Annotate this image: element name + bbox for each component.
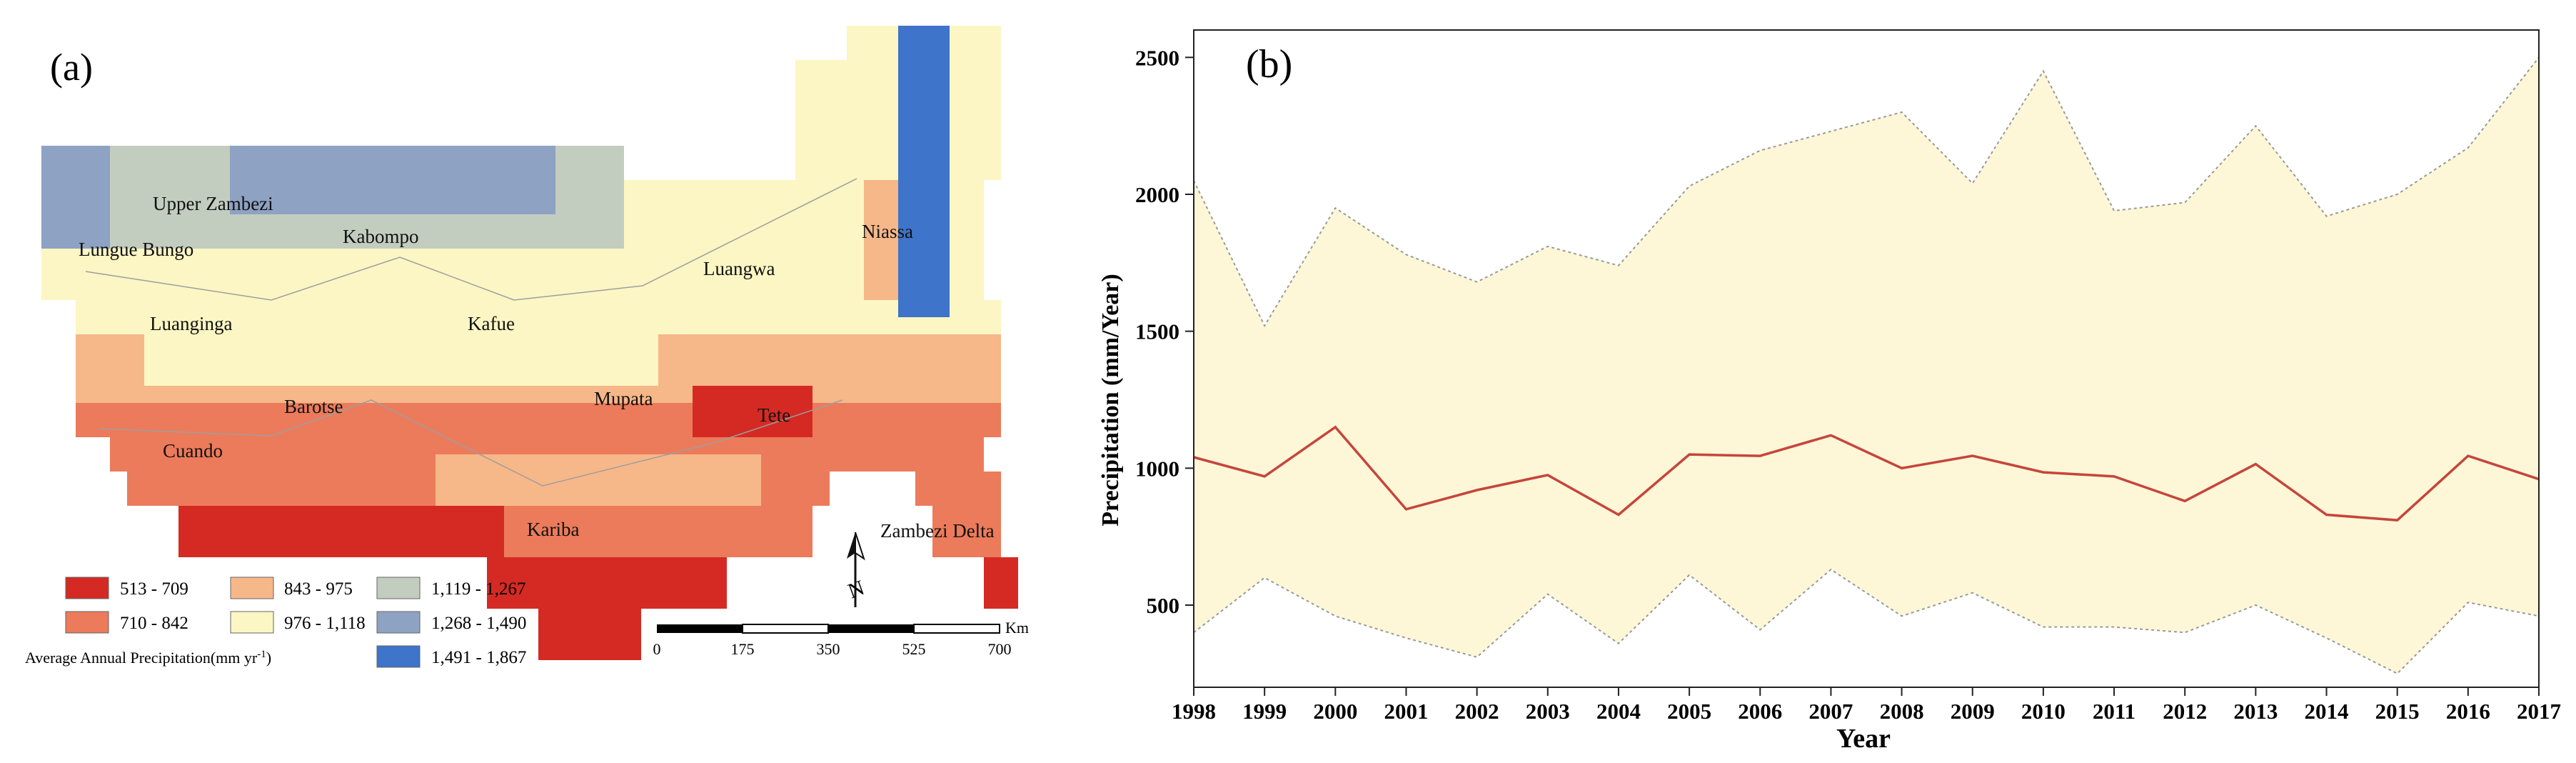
range-band <box>1194 57 2539 674</box>
y-tick-label: 2500 <box>1135 45 1179 70</box>
scale-tick-525: 525 <box>902 640 926 658</box>
region-label-luanginga: Luanginga <box>150 313 232 334</box>
legend-label-1491-1867: 1,491 - 1,867 <box>431 648 526 667</box>
legend-swatch-843-975 <box>230 577 274 599</box>
legend-label-710-842: 710 - 842 <box>120 614 188 633</box>
legend-swatch-1491-1867 <box>376 645 421 668</box>
legend-swatch-976-1118 <box>230 611 274 634</box>
x-tick-label: 1999 <box>1242 699 1287 724</box>
panel-a-map: (a) Upper Zambezi Kabompo Lungue Bungo L… <box>0 0 1257 763</box>
y-tick-label: 1500 <box>1135 319 1179 344</box>
panel-b-label: (b) <box>1246 42 1292 86</box>
x-tick-label: 2003 <box>1526 699 1570 724</box>
series-line-max <box>1193 56 2540 328</box>
plot-frame <box>1193 29 2540 688</box>
x-tick-label: 2011 <box>2093 699 2135 724</box>
y-tick-label: 500 <box>1147 593 1180 618</box>
legend-title: Average Annual Precipitation(mm yr-1) <box>25 649 271 667</box>
legend-swatch-1268-1490 <box>376 611 421 634</box>
region-label-mupata: Mupata <box>594 388 653 409</box>
x-tick-label: 2004 <box>1596 699 1641 724</box>
region-label-lungue-bungo: Lungue Bungo <box>79 239 193 260</box>
x-tick-label: 2008 <box>1880 699 1924 724</box>
x-tick-label: 2014 <box>2305 699 2349 724</box>
scale-tick-350: 350 <box>817 640 840 658</box>
series-line-mean <box>1193 425 2540 522</box>
panel-a-label: (a) <box>50 46 93 89</box>
region-label-zambezi-delta: Zambezi Delta <box>880 520 995 542</box>
precipitation-chart: 500 1000 1500 2000 2500 1998 1999 2000 2001 2002 2… <box>1097 29 2561 754</box>
y-tick-label: 2000 <box>1135 182 1179 207</box>
x-tick-label: 2006 <box>1738 699 1782 724</box>
region-label-upper-zambezi: Upper Zambezi <box>153 193 273 214</box>
x-tick-label: 2005 <box>1667 699 1711 724</box>
x-tick-label: 2013 <box>2233 699 2278 724</box>
legend-swatch-513-709 <box>65 577 109 599</box>
region-label-kariba: Kariba <box>527 519 579 540</box>
x-tick-label: 2015 <box>2375 699 2420 724</box>
scale-bar: 0 175 350 525 700 Km <box>653 619 1030 658</box>
north-arrow-icon: N <box>845 532 867 607</box>
x-tick-label: 2017 <box>2517 699 2561 724</box>
north-label: N <box>845 576 867 603</box>
y-axis-title: Precipitation (mm/Year) <box>1097 274 1124 526</box>
scale-tick-700: 700 <box>988 640 1012 658</box>
region-label-kafue: Kafue <box>468 313 515 334</box>
legend-swatch-710-842 <box>65 611 109 634</box>
map-figure: (a) Upper Zambezi Kabompo Lungue Bungo L… <box>25 26 1030 668</box>
x-tick-label: 2010 <box>2021 699 2066 724</box>
region-label-kabompo: Kabompo <box>343 226 418 247</box>
x-tick-label: 2007 <box>1808 699 1853 724</box>
map-legend: 513 - 709 710 - 842 843 - 975 976 - 1,11… <box>25 577 526 668</box>
x-tick-label: 2012 <box>2163 699 2207 724</box>
legend-label-1119-1267: 1,119 - 1,267 <box>431 579 525 599</box>
region-label-cuando: Cuando <box>163 440 223 462</box>
x-tick-label: 2016 <box>2446 699 2490 724</box>
panel-b-chart: 500 1000 1500 2000 2500 1998 1999 2000 2001 2002 2… <box>1071 0 2576 763</box>
legend-label-976-1118: 976 - 1,118 <box>284 614 366 633</box>
scale-unit: Km <box>1005 619 1029 637</box>
precipitation-raster <box>41 26 1018 660</box>
x-axis-title: Year <box>1836 724 1891 754</box>
region-labels: Upper Zambezi Kabompo Lungue Bungo Luang… <box>79 193 995 542</box>
scale-tick-0: 0 <box>653 640 661 658</box>
x-tick-label: 2001 <box>1384 699 1428 724</box>
x-tick-label: 2002 <box>1455 699 1499 724</box>
region-label-barotse: Barotse <box>284 396 343 417</box>
region-label-luangwa: Luangwa <box>703 258 775 279</box>
x-tick-label: 2000 <box>1313 699 1357 724</box>
legend-label-843-975: 843 - 975 <box>284 579 353 599</box>
x-tick-label: 2009 <box>1951 699 1995 724</box>
legend-label-1268-1490: 1,268 - 1,490 <box>431 614 526 633</box>
legend-label-513-709: 513 - 709 <box>120 579 188 599</box>
scale-tick-175: 175 <box>731 640 755 658</box>
y-tick-label: 1000 <box>1135 456 1179 481</box>
region-label-niassa: Niassa <box>862 221 913 242</box>
region-label-tete: Tete <box>758 404 790 426</box>
x-tick-label: 1998 <box>1172 699 1216 724</box>
legend-swatch-1119-1267 <box>376 577 421 599</box>
